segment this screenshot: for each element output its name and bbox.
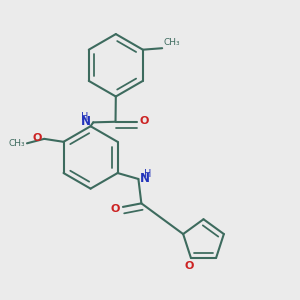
Text: CH₃: CH₃: [164, 38, 181, 47]
Text: O: O: [111, 204, 120, 214]
Text: N: N: [81, 115, 91, 128]
Text: O: O: [140, 116, 149, 126]
Text: O: O: [185, 261, 194, 271]
Text: N: N: [140, 172, 150, 185]
Text: H: H: [144, 169, 152, 178]
Text: O: O: [33, 133, 42, 143]
Text: CH₃: CH₃: [9, 139, 26, 148]
Text: H: H: [81, 112, 88, 122]
